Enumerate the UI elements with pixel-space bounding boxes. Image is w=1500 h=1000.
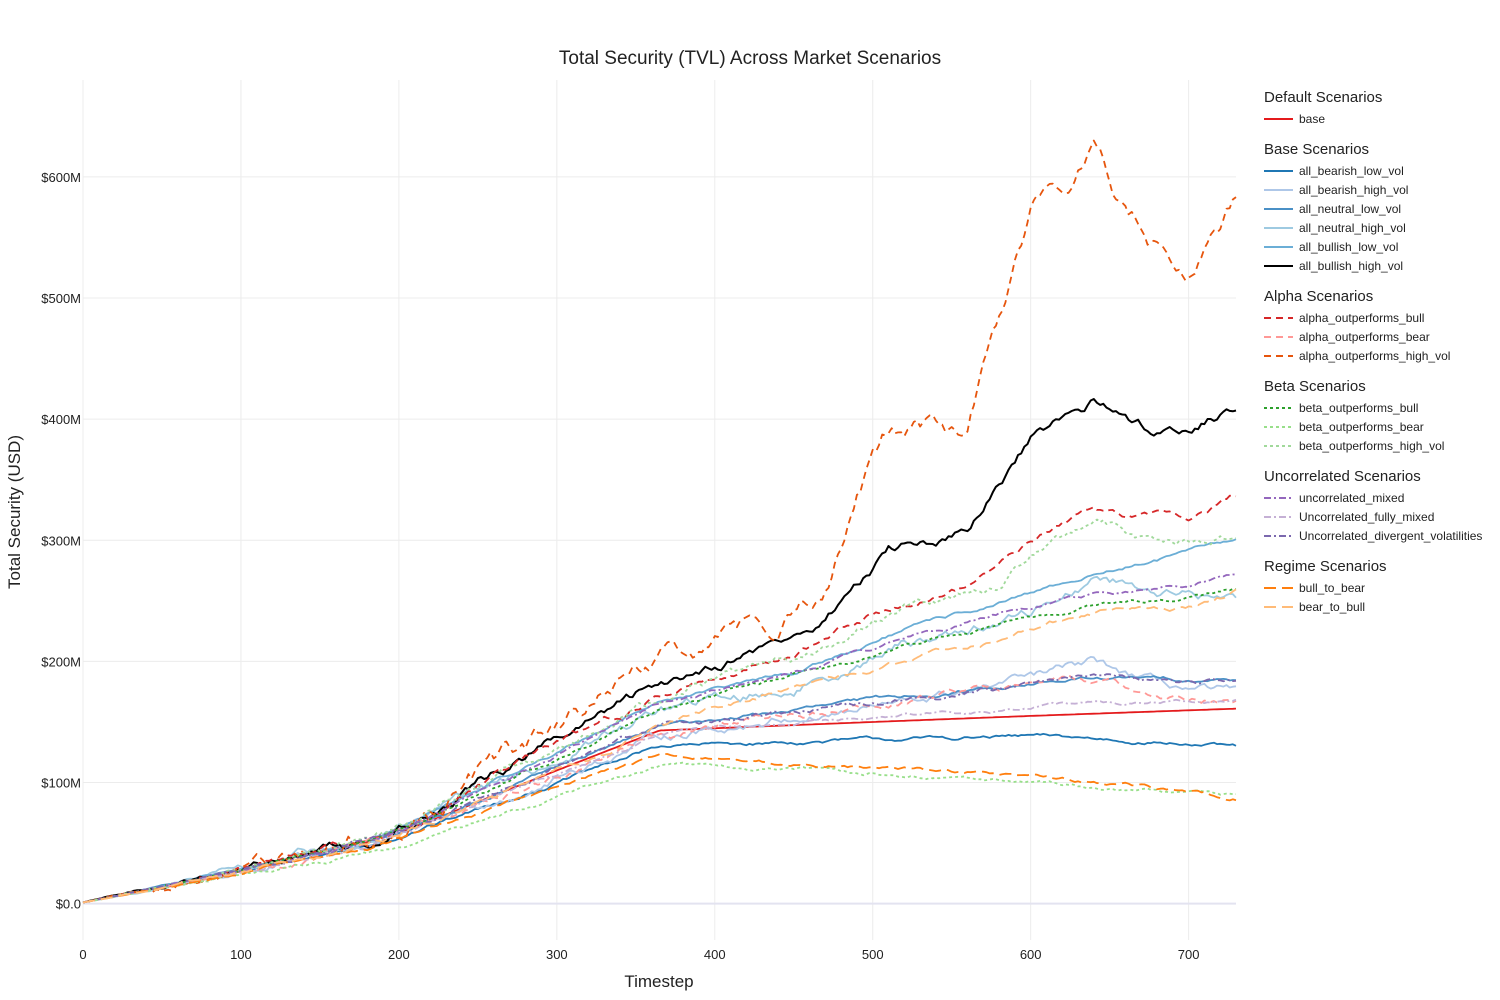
legend-item-label: all_neutral_low_vol	[1299, 202, 1401, 216]
legend-item-label: alpha_outperforms_bull	[1299, 311, 1424, 325]
grid	[82, 80, 1236, 940]
series-line-all_bearish_low_vol	[82, 733, 1237, 904]
x-tick-label: 400	[704, 947, 726, 962]
legend-group-title: Default Scenarios	[1264, 89, 1382, 106]
legend-group-title: Base Scenarios	[1264, 141, 1369, 158]
legend-group-title: Beta Scenarios	[1264, 378, 1366, 395]
series-line-all_bearish_high_vol	[82, 656, 1237, 904]
legend-item-label: all_neutral_high_vol	[1299, 221, 1406, 235]
x-tick-label: 600	[1020, 947, 1042, 962]
legend-item-label: bear_to_bull	[1299, 600, 1365, 614]
y-axis-title: Total Security (USD)	[5, 435, 24, 589]
legend-item-label: alpha_outperforms_high_vol	[1299, 349, 1450, 363]
y-tick-label: $0.0	[56, 897, 81, 912]
legend-item-label: base	[1299, 112, 1325, 126]
x-axis-title: Timestep	[624, 972, 693, 991]
chart-title: Total Security (TVL) Across Market Scena…	[559, 48, 941, 69]
legend-item-label: beta_outperforms_high_vol	[1299, 439, 1444, 453]
series-line-beta_outperforms_high_vol	[82, 518, 1237, 904]
series-line-all_bullish_high_vol	[82, 398, 1237, 904]
legend-item-label: Uncorrelated_divergent_volatilities	[1299, 529, 1482, 543]
x-tick-label: 0	[79, 947, 86, 962]
series-line-bear_to_bull	[82, 588, 1237, 904]
series-layer	[82, 139, 1237, 904]
legend-item-label: beta_outperforms_bull	[1299, 401, 1418, 415]
series-line-bull_to_bear	[82, 752, 1237, 904]
y-tick-label: $200M	[41, 654, 81, 669]
legend-item-label: all_bullish_low_vol	[1299, 240, 1398, 254]
y-tick-label: $500M	[41, 291, 81, 306]
legend-item-label: alpha_outperforms_bear	[1299, 330, 1430, 344]
legend-item-label: Uncorrelated_fully_mixed	[1299, 510, 1434, 524]
x-tick-label: 300	[546, 947, 568, 962]
y-tick-label: $600M	[41, 170, 81, 185]
x-tick-label: 100	[230, 947, 252, 962]
legend-item-label: all_bearish_high_vol	[1299, 183, 1408, 197]
legend-group-title: Uncorrelated Scenarios	[1264, 468, 1421, 485]
series-line-all_bullish_low_vol	[82, 538, 1237, 904]
legend-group-title: Regime Scenarios	[1264, 558, 1387, 575]
y-tick-label: $300M	[41, 533, 81, 548]
legend-item-label: uncorrelated_mixed	[1299, 491, 1404, 505]
x-tick-label: 200	[388, 947, 410, 962]
legend-group-title: Alpha Scenarios	[1264, 288, 1373, 305]
y-tick-label: $100M	[41, 776, 81, 791]
series-line-alpha_outperforms_bull	[82, 494, 1237, 904]
legend-item-label: all_bullish_high_vol	[1299, 259, 1403, 273]
series-line-beta_outperforms_bear	[82, 761, 1236, 904]
legend: Default Scenarios base Base Scenarios all_b…	[1264, 89, 1482, 614]
x-tick-label: 500	[862, 947, 884, 962]
legend-item-label: bull_to_bear	[1299, 581, 1365, 595]
series-line-Uncorrelated_divergent_volatilities	[82, 673, 1237, 904]
series-line-alpha_outperforms_high_vol	[82, 139, 1237, 904]
axes: 0 100 200 300 400 500 600 700 $0.0 $100M $200M $300…	[41, 170, 1199, 962]
series-line-alpha_outperforms_bear	[82, 674, 1237, 904]
y-tick-label: $400M	[41, 412, 81, 427]
series-line-beta_outperforms_bull	[82, 588, 1237, 904]
legend-item-label: beta_outperforms_bear	[1299, 420, 1424, 434]
x-tick-label: 700	[1178, 947, 1200, 962]
legend-item-label: all_bearish_low_vol	[1299, 164, 1404, 178]
